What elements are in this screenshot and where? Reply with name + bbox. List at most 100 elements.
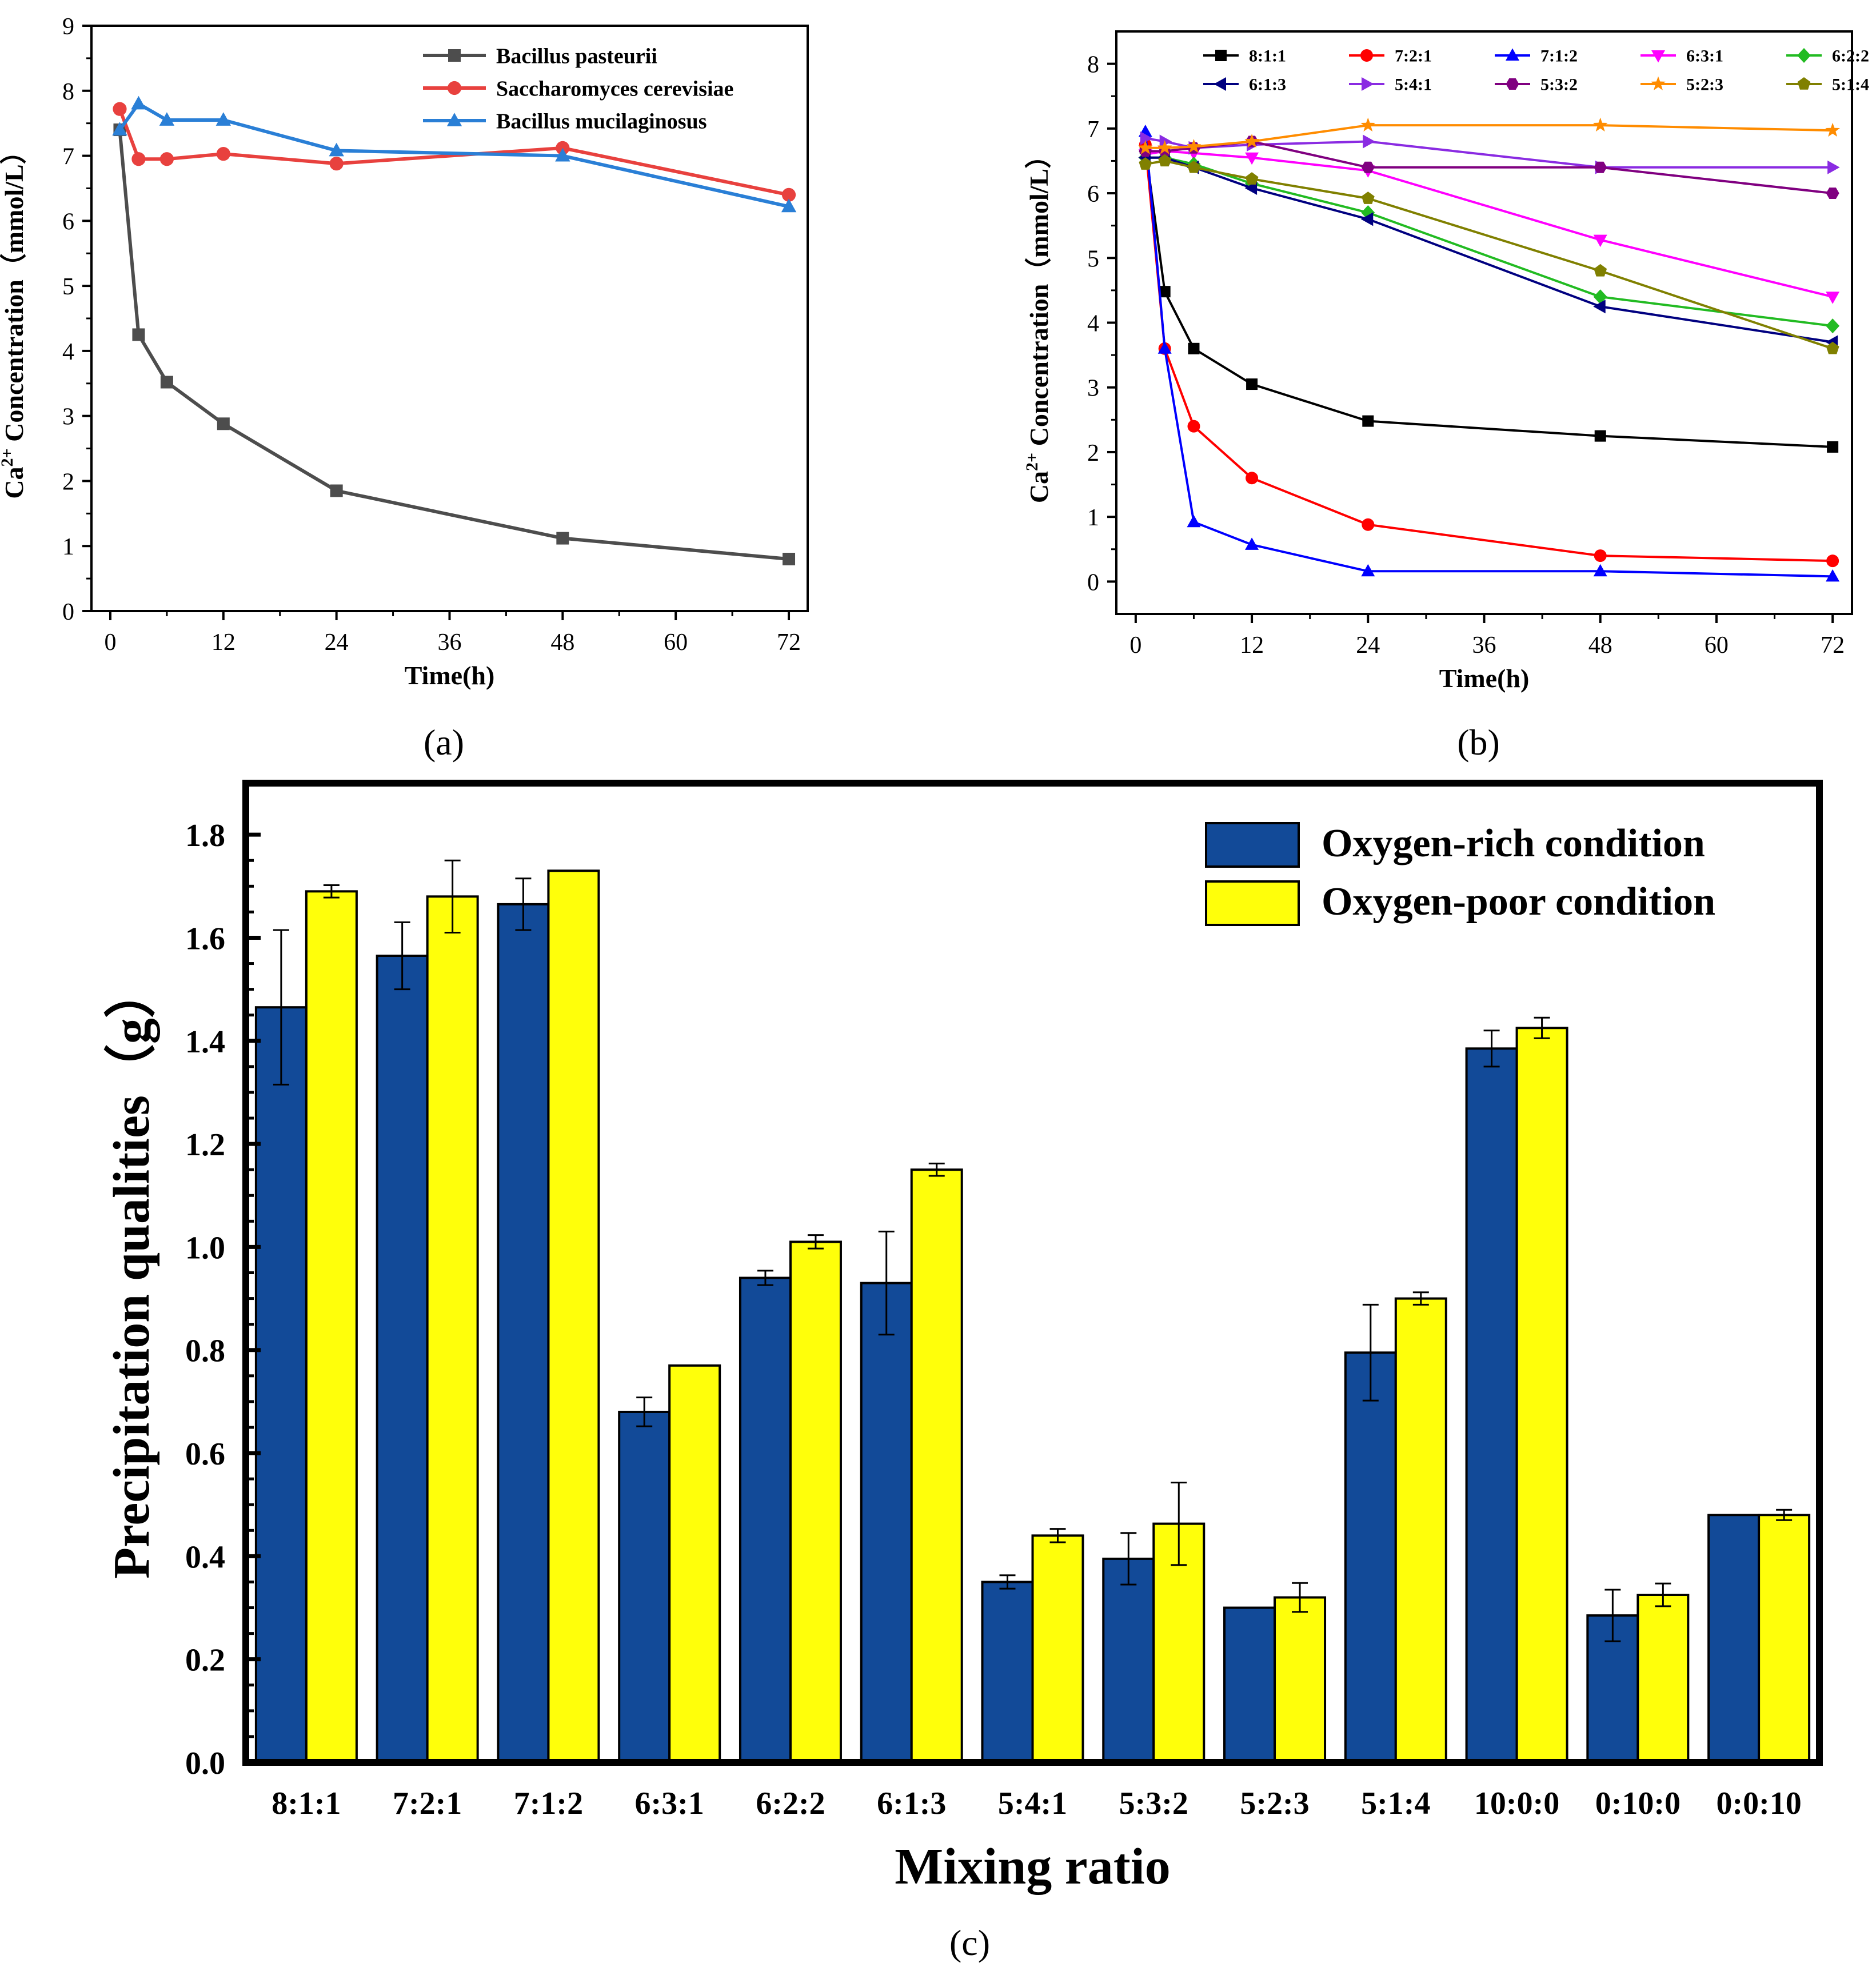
bar — [376, 955, 429, 1763]
x-tick-label: 5:1:4 — [1361, 1786, 1430, 1821]
y-axis-title-ca: Ca — [0, 466, 29, 498]
data-point — [1593, 564, 1607, 577]
data-point — [1245, 172, 1259, 185]
y-tick-label: 1.4 — [185, 1024, 225, 1060]
data-point — [1244, 133, 1259, 148]
legend-marker — [447, 81, 462, 95]
legend-marker — [446, 113, 462, 126]
y-tick-label: 8 — [1087, 52, 1099, 78]
bar — [618, 1410, 671, 1763]
y-tick-label: 9 — [62, 14, 74, 40]
y-tick-label: 4 — [1087, 311, 1099, 337]
y-tick-label: 4 — [62, 339, 74, 365]
panel-caption: (b) — [1457, 722, 1500, 763]
y-tick-label: 1.2 — [185, 1127, 225, 1163]
bar — [1031, 1534, 1084, 1763]
y-tick-label: 0 — [1087, 569, 1099, 596]
x-tick-label: 24 — [1356, 632, 1380, 659]
data-point — [159, 152, 174, 166]
data-point — [1245, 152, 1259, 165]
legend-label: Oxygen-poor condition — [1322, 880, 1715, 924]
legend-label: 7:2:1 — [1395, 47, 1432, 66]
data-point — [1187, 420, 1200, 433]
y-tick-label: 2 — [1087, 440, 1099, 466]
x-axis-title: Mixing ratio — [895, 1838, 1170, 1895]
bar — [981, 1581, 1034, 1763]
data-point — [1362, 518, 1375, 531]
data-point — [781, 198, 797, 213]
bar — [1394, 1297, 1447, 1763]
data-point — [1361, 161, 1375, 173]
legend-label: 8:1:1 — [1249, 47, 1286, 66]
data-point — [216, 147, 230, 161]
bar — [1636, 1593, 1690, 1763]
legend-swatch — [1205, 880, 1300, 926]
data-point — [783, 552, 796, 565]
x-tick-label: 7:2:1 — [393, 1786, 462, 1821]
bar — [789, 1240, 842, 1763]
x-tick-label: 6:3:1 — [635, 1786, 704, 1821]
x-tick-label: 24 — [325, 629, 349, 656]
y-tick-label: 1.6 — [185, 921, 225, 956]
series-line — [118, 129, 789, 561]
bar — [910, 1168, 963, 1763]
legend-marker — [1506, 48, 1519, 61]
data-point — [1592, 117, 1608, 132]
legend-label: Bacillus mucilaginosus — [496, 109, 707, 133]
data-point — [131, 95, 146, 110]
data-point — [1594, 430, 1606, 442]
legend-label: 5:2:3 — [1686, 75, 1723, 94]
legend-label: 7:1:2 — [1540, 47, 1578, 66]
data-point — [1140, 131, 1153, 145]
y-tick-label: 5 — [1087, 246, 1099, 272]
y-axis-title-ca: Ca — [1024, 471, 1053, 503]
panel-caption: (c) — [949, 1922, 990, 1963]
y-tick-label: 3 — [62, 404, 74, 430]
y-tick-label: 0.4 — [185, 1539, 225, 1575]
data-point — [1157, 140, 1172, 154]
chart-c: 8:1:1 7:2:1 7:1:2 6:3:1 6:2:2 6:1:3 5:4:1 5:3:2… — [103, 780, 1823, 1963]
data-point — [556, 532, 569, 545]
y-tick-label: 6 — [1087, 181, 1099, 208]
y-tick-label: 2 — [62, 469, 74, 495]
legend-marker — [448, 49, 461, 62]
y-tick-label: 3 — [1087, 376, 1099, 402]
x-tick-label: 60 — [1705, 632, 1729, 659]
legend-marker — [1797, 77, 1811, 90]
y-tick-label: 0.0 — [185, 1746, 225, 1781]
legend-marker — [1215, 50, 1227, 61]
y-axis-title: Ca2+ Concentration（mmol/L） — [1023, 142, 1053, 503]
x-tick-label: 12 — [211, 629, 236, 656]
legend-label: 5:1:4 — [1832, 75, 1869, 94]
x-tick-label: 6:1:3 — [877, 1786, 946, 1821]
y-tick-label: 7 — [62, 144, 74, 170]
legend-label: Bacillus pasteurii — [496, 44, 657, 68]
bar — [860, 1282, 913, 1763]
data-point — [1826, 318, 1840, 334]
x-tick-label: 72 — [1821, 632, 1845, 659]
y-tick-label: 1 — [1087, 505, 1099, 531]
y-axis-title: Precipitation qualities（g） — [103, 967, 160, 1579]
x-tick-label: 5:2:3 — [1240, 1786, 1309, 1821]
bar — [739, 1276, 792, 1764]
series-line — [1144, 131, 1833, 578]
plot-frame — [1115, 30, 1853, 615]
x-tick-label: 8:1:1 — [272, 1786, 341, 1821]
data-point — [1825, 122, 1840, 137]
y-tick-label: 0.8 — [185, 1334, 225, 1369]
x-tick-label: 36 — [1472, 632, 1496, 659]
legend-label: 5:3:2 — [1540, 75, 1578, 94]
y-tick-label: 1.0 — [185, 1230, 225, 1266]
y-axis-title-sup: 2+ — [0, 448, 17, 466]
data-point — [1827, 160, 1840, 174]
bar — [1707, 1514, 1761, 1764]
data-point — [1826, 292, 1840, 304]
bar — [1102, 1557, 1155, 1763]
data-point — [132, 328, 145, 341]
x-axis-title: Time(h) — [405, 661, 495, 690]
bar — [1465, 1047, 1518, 1763]
x-tick-label: 6:2:2 — [756, 1786, 825, 1821]
x-tick-label: 48 — [1588, 632, 1612, 659]
